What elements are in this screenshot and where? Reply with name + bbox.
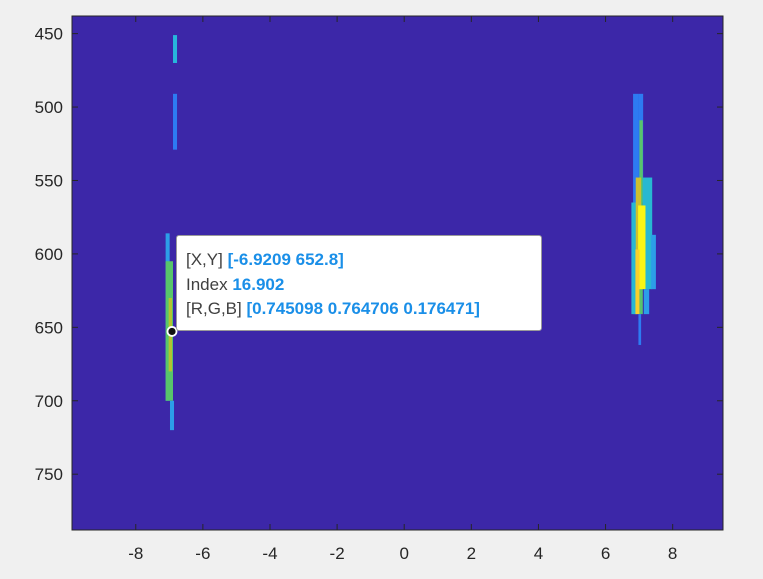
heatmap-cell-9 <box>631 202 637 315</box>
x-tick-label: 2 <box>467 544 476 563</box>
heatmap-cell-13 <box>638 205 646 290</box>
y-tick-label: 600 <box>35 245 63 264</box>
heatmap-cell-14 <box>635 249 640 315</box>
heatmap-cell-11 <box>651 234 656 290</box>
y-tick-label: 450 <box>35 25 63 44</box>
heatmap-cell-5 <box>169 400 175 431</box>
heatmap-cell-0 <box>173 35 178 63</box>
y-tick-label: 650 <box>35 318 63 337</box>
x-tick-label: -8 <box>128 544 143 563</box>
datatip-value-index: 16.902 <box>232 274 285 294</box>
datatip-label-index: Index <box>186 274 228 294</box>
datatip-marker[interactable] <box>166 326 178 337</box>
x-tick-label: 8 <box>668 544 677 563</box>
datatip-label-xy: [X,Y] <box>186 250 223 269</box>
datatip[interactable]: [X,Y] [-6.9209 652.8] Index 16.902 [R,G,… <box>176 235 542 331</box>
datatip-label-rgb: [R,G,B] <box>186 299 242 318</box>
axes-box <box>71 15 724 531</box>
axis-ticks <box>72 16 723 530</box>
heatmap-cell-15 <box>643 289 650 315</box>
x-tick-label: -6 <box>195 544 210 563</box>
heatmap-cell-16 <box>638 314 642 345</box>
datatip-row-xy: [X,Y] [-6.9209 652.8] <box>186 248 541 273</box>
y-tick-labels: 450 500 550 600 650 700 750 <box>35 25 63 485</box>
y-tick-label: 500 <box>35 98 63 117</box>
y-tick-label: 700 <box>35 392 63 411</box>
y-tick-label: 550 <box>35 171 63 190</box>
datatip-row-rgb: [R,G,B] [0.745098 0.764706 0.176471] <box>186 297 541 322</box>
datatip-row-index: Index 16.902 <box>186 273 541 298</box>
x-tick-label: 6 <box>601 544 610 563</box>
datatip-marker-group <box>166 326 178 337</box>
x-tick-label: 0 <box>399 544 408 563</box>
x-tick-label: -2 <box>330 544 345 563</box>
heatmap-cell-1 <box>173 93 178 150</box>
heatmap-cell-10 <box>642 177 653 290</box>
datatip-value-xy: [-6.9209 652.8] <box>227 250 344 269</box>
datatip-value-rgb: [0.745098 0.764706 0.176471] <box>246 299 480 318</box>
x-tick-label: 4 <box>534 544 543 563</box>
y-tick-label: 750 <box>35 465 63 484</box>
x-tick-labels: -8 -6 -4 -2 0 2 4 6 8 <box>128 544 677 563</box>
x-tick-label: -4 <box>262 544 277 563</box>
